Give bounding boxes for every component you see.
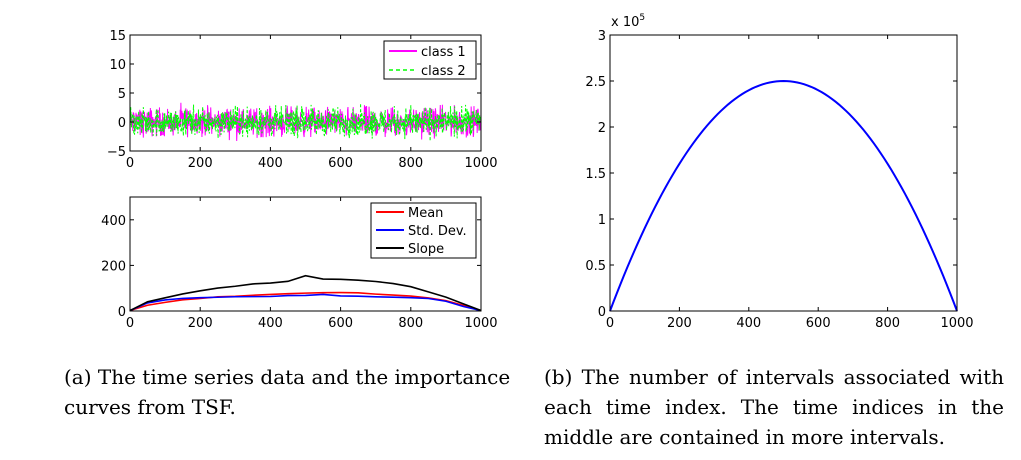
series-intervals-curve <box>609 79 958 312</box>
legend-class1-label: class 1 <box>421 45 466 60</box>
a-top-xtick-label: 200 <box>188 156 213 171</box>
a-top-ytick-label: 10 <box>109 58 126 73</box>
b-ytick-label: 0.5 <box>585 259 606 274</box>
b-xtick-label: 600 <box>806 316 831 331</box>
b-xtick-label: 200 <box>667 316 692 331</box>
a-top-legend: class 1 class 2 <box>383 40 477 80</box>
b-multiplier-exp: 5 <box>639 13 645 23</box>
b-ticks: 0 200 400 600 800 1000 0 0.5 1 1.5 2 2.5 3 <box>585 29 973 331</box>
b-xtick-label: 1000 <box>940 316 973 331</box>
a-bottom-legend: Mean Std. Dev. Slope <box>370 202 477 259</box>
b-multiplier: x 105 <box>611 13 645 30</box>
a-top-ytick-label: 15 <box>109 29 126 44</box>
a-top-ytick-label: 5 <box>118 87 126 102</box>
a-bottom-xtick-label: 200 <box>188 316 213 331</box>
a-bottom-xtick-label: 600 <box>328 316 353 331</box>
b-axes-box <box>609 34 958 312</box>
caption-b: (b) The number of intervals associated w… <box>544 365 1004 449</box>
a-bottom-xtick-label: 800 <box>398 316 423 331</box>
a-bottom-xtick-label: 400 <box>258 316 283 331</box>
b-xtick-label: 400 <box>736 316 761 331</box>
legend-class2-label: class 2 <box>421 64 466 79</box>
caption-a: (a) The time series data and the importa… <box>64 365 511 419</box>
a-top-legend-box <box>383 40 477 80</box>
a-top-series <box>130 102 481 142</box>
a-bottom-ytick-label: 0 <box>118 305 126 320</box>
a-top-xtick-label: 1000 <box>464 156 497 171</box>
a-top-ytick-label: −5 <box>107 145 126 160</box>
panel-a-bottom: 0 200 400 600 800 1000 0 200 400 Mean Std. Dev. … <box>101 196 498 331</box>
b-series <box>609 79 958 312</box>
a-top-xtick-label: 600 <box>328 156 353 171</box>
legend-slope-label: Slope <box>408 242 444 257</box>
a-bottom-ytick-label: 400 <box>101 214 126 229</box>
series-mean <box>129 291 482 312</box>
legend-std-label: Std. Dev. <box>408 224 467 239</box>
a-bottom-ytick-label: 200 <box>101 259 126 274</box>
b-ytick-label: 0 <box>598 305 606 320</box>
series-slope <box>129 274 482 312</box>
a-top-ytick-label: 0 <box>118 116 126 131</box>
a-top-xtick-label: 800 <box>398 156 423 171</box>
a-bottom-axes-box <box>129 196 482 312</box>
panel-b: 0 200 400 600 800 1000 0 0.5 1 1.5 2 2.5 3 x 105 <box>585 13 973 331</box>
b-xtick-label: 800 <box>875 316 900 331</box>
series-std-dev- <box>129 293 482 312</box>
series-class-2 <box>130 103 481 142</box>
b-xtick-label: 0 <box>606 316 614 331</box>
a-bottom-xtick-label: 0 <box>126 316 134 331</box>
a-top-xtick-label: 0 <box>126 156 134 171</box>
a-top-xtick-label: 400 <box>258 156 283 171</box>
a-bottom-series <box>129 274 482 312</box>
a-bottom-xtick-label: 1000 <box>464 316 497 331</box>
legend-mean-label: Mean <box>408 206 443 221</box>
a-bottom-ticks: 0 200 400 600 800 1000 0 200 400 <box>101 197 498 331</box>
b-ytick-label: 1.5 <box>585 167 606 182</box>
b-ytick-label: 1 <box>598 213 606 228</box>
b-ytick-label: 2.5 <box>585 75 606 90</box>
b-ytick-label: 3 <box>598 29 606 44</box>
b-ytick-label: 2 <box>598 121 606 136</box>
